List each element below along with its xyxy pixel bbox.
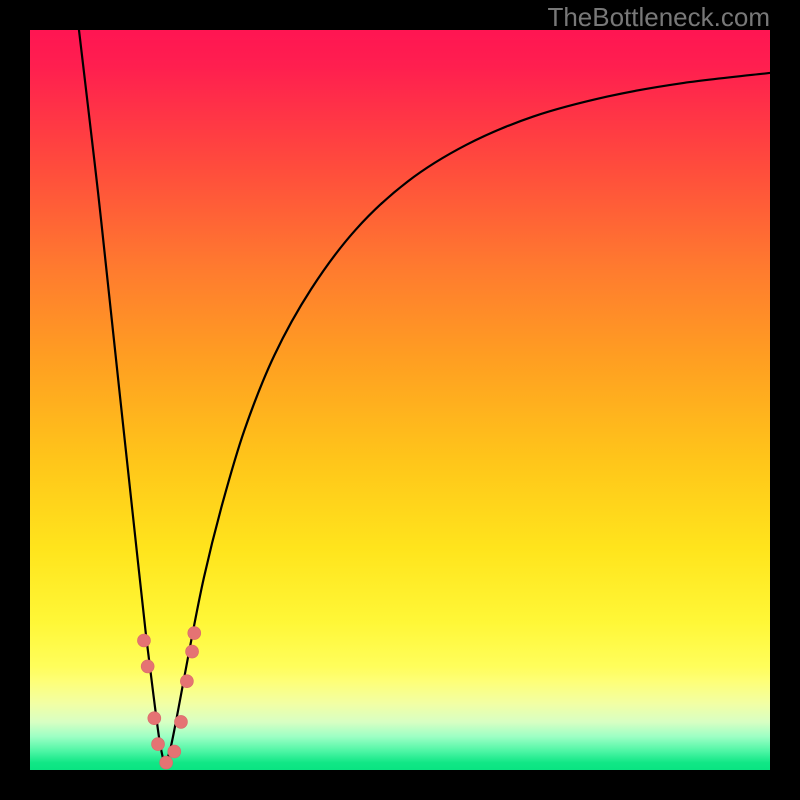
data-marker — [160, 756, 173, 769]
watermark-text: TheBottleneck.com — [547, 2, 770, 33]
data-marker — [188, 627, 201, 640]
data-marker — [141, 660, 154, 673]
data-marker — [168, 745, 181, 758]
data-marker — [152, 738, 165, 751]
data-marker — [137, 634, 150, 647]
chart-container: { "canvas": { "width": 800, "height": 80… — [0, 0, 800, 800]
chart-svg — [30, 30, 770, 770]
gradient-background — [30, 30, 770, 770]
data-marker — [174, 715, 187, 728]
plot-area — [30, 30, 770, 770]
data-marker — [180, 675, 193, 688]
data-marker — [148, 712, 161, 725]
data-marker — [186, 645, 199, 658]
